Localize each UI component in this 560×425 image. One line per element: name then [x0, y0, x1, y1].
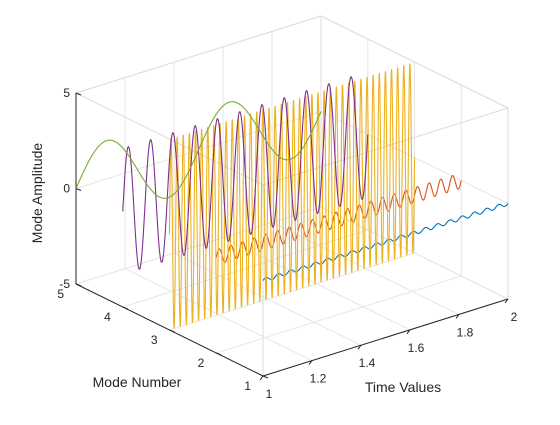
box-edge	[320, 15, 509, 109]
z-axis-label: Mode Amplitude	[29, 143, 45, 244]
z-tick-label: -5	[59, 277, 70, 291]
x-tick	[455, 314, 460, 319]
z-tick	[75, 283, 82, 287]
z-tick-label: 0	[63, 182, 70, 196]
grid-line	[75, 206, 322, 285]
box-edge	[262, 107, 509, 186]
z-tick	[75, 188, 82, 191]
y-tick	[122, 306, 128, 310]
grid-line	[216, 275, 462, 354]
x-axis-line	[262, 298, 509, 377]
x-tick	[308, 360, 313, 365]
x-tick	[259, 375, 264, 381]
y-tick	[169, 329, 175, 333]
series-line-mode-4	[122, 76, 369, 270]
y-tick-label: 2	[198, 356, 205, 370]
x-tick-label: 1.2	[310, 372, 327, 386]
series-line-mode-1	[262, 203, 509, 281]
x-tick	[504, 298, 509, 304]
x-tick-label: 2	[511, 310, 518, 324]
box-edge	[75, 92, 264, 186]
grid-line	[122, 229, 368, 308]
x-axis-label: Time Values	[365, 379, 441, 395]
x-tick-label: 1.6	[408, 341, 425, 355]
x-tick	[357, 344, 362, 350]
x-tick-label: 1.8	[457, 325, 474, 339]
x-tick-label: 1	[266, 387, 273, 401]
z-tick-label: 5	[63, 86, 70, 100]
grid-line	[169, 252, 415, 331]
x-tick-label: 1.4	[359, 356, 376, 370]
grid-line	[320, 206, 509, 300]
y-tick-label: 1	[244, 379, 251, 393]
box-edge	[75, 15, 322, 94]
y-tick	[216, 352, 222, 356]
y-tick-label: 3	[151, 333, 158, 347]
y-tick-label: 4	[104, 310, 111, 324]
z-tick	[75, 92, 82, 96]
y-tick-label: 5	[57, 287, 64, 301]
y-axis-label: Mode Number	[93, 374, 182, 390]
series-layer	[75, 63, 509, 329]
x-tick	[406, 329, 411, 335]
y-tick	[262, 375, 269, 379]
series-line-mode-5	[75, 101, 322, 199]
